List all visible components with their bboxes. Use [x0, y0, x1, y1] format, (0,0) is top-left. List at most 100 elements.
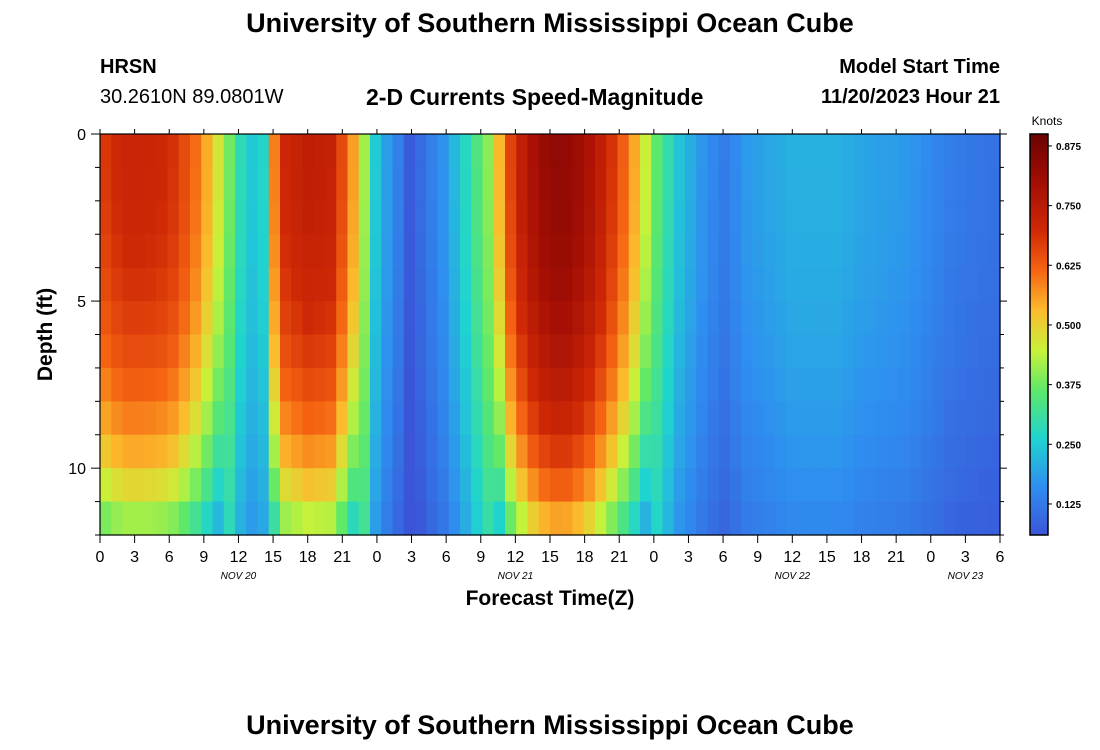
heatmap-cell	[257, 200, 270, 235]
heatmap-cell	[808, 301, 821, 336]
heatmap-cell	[572, 334, 585, 369]
heatmap-cell	[122, 367, 135, 402]
heatmap-cell	[752, 501, 765, 536]
heatmap-cell	[583, 167, 596, 202]
heatmap-cell	[696, 234, 709, 269]
heatmap-cell	[853, 267, 866, 302]
heatmap-cell	[876, 167, 889, 202]
heatmap-cell	[898, 468, 911, 503]
heatmap-cell	[235, 501, 247, 536]
heatmap-cell	[482, 200, 495, 235]
heatmap-cell	[336, 434, 349, 469]
heatmap-cell	[516, 468, 529, 503]
heatmap-cell	[640, 468, 652, 503]
heatmap-cell	[482, 468, 495, 503]
heatmap-cell	[673, 468, 686, 503]
heatmap-cell	[201, 134, 214, 169]
heatmap-cell	[876, 501, 889, 536]
heatmap-cell	[403, 200, 416, 235]
heatmap-cell	[910, 434, 922, 469]
heatmap-cell	[561, 167, 574, 202]
heatmap-cell	[133, 267, 146, 302]
heatmap-cell	[595, 301, 607, 336]
heatmap-cell	[898, 501, 911, 536]
heatmap-cell	[583, 401, 596, 436]
heatmap-cell	[426, 301, 439, 336]
heatmap-cell	[493, 267, 506, 302]
heatmap-cell	[932, 434, 945, 469]
heatmap-cell	[156, 468, 169, 503]
heatmap-cell	[640, 167, 652, 202]
heatmap-cell	[516, 234, 529, 269]
heatmap-cell	[505, 434, 517, 469]
heatmap-cell	[662, 267, 675, 302]
heatmap-cell	[415, 301, 427, 336]
day-label: NOV 22	[775, 571, 811, 582]
heatmap-cell	[640, 267, 652, 302]
heatmap-cell	[876, 234, 889, 269]
heatmap-cell	[493, 234, 506, 269]
heatmap-cell	[167, 367, 180, 402]
heatmap-cell	[887, 367, 900, 402]
heatmap-cell	[617, 501, 630, 536]
heatmap-cell	[505, 334, 517, 369]
heatmap-cell	[223, 200, 236, 235]
heatmap-cell	[595, 200, 607, 235]
heatmap-cell	[595, 267, 607, 302]
heatmap-cell	[527, 367, 540, 402]
heatmap-cell	[595, 468, 607, 503]
heatmap-cell	[707, 401, 720, 436]
heatmap-cell	[223, 134, 236, 169]
heatmap-cell	[550, 234, 562, 269]
heatmap-cell	[763, 200, 776, 235]
heatmap-cell	[313, 434, 326, 469]
heatmap-cell	[932, 167, 945, 202]
heatmap-cell	[752, 334, 765, 369]
heatmap-cell	[167, 234, 180, 269]
heatmap-cell	[865, 434, 877, 469]
heatmap-cell	[550, 267, 562, 302]
heatmap-cell	[100, 200, 112, 235]
heatmap-cell	[313, 267, 326, 302]
heatmap-cell	[212, 167, 225, 202]
heatmap-cell	[212, 501, 225, 536]
heatmap-cell	[831, 468, 844, 503]
heatmap-cell	[268, 134, 281, 169]
heatmap-cell	[145, 468, 157, 503]
heatmap-cell	[336, 167, 349, 202]
heatmap-cell	[752, 367, 765, 402]
heatmap-cell	[606, 401, 619, 436]
heatmap-cell	[651, 134, 664, 169]
heatmap-cell	[955, 367, 967, 402]
heatmap-cell	[190, 401, 202, 436]
heatmap-cell	[628, 501, 641, 536]
heatmap-cell	[370, 501, 382, 536]
heatmap-cell	[898, 200, 911, 235]
heatmap-cell	[988, 401, 1001, 436]
heatmap-cell	[460, 401, 472, 436]
heatmap-cell	[752, 434, 765, 469]
heatmap-cell	[516, 200, 529, 235]
heatmap-cell	[853, 367, 866, 402]
heatmap-cell	[550, 334, 562, 369]
heatmap-cell	[606, 301, 619, 336]
heatmap-cell	[718, 267, 731, 302]
heatmap-cell	[246, 401, 259, 436]
heatmap-cell	[606, 501, 619, 536]
heatmap-cell	[403, 401, 416, 436]
heatmap-cell	[966, 401, 979, 436]
heatmap-cell	[696, 167, 709, 202]
heatmap-cell	[966, 234, 979, 269]
heatmap-cell	[133, 434, 146, 469]
heatmap-cell	[955, 434, 967, 469]
heatmap-cell	[808, 367, 821, 402]
heatmap-cell	[325, 401, 337, 436]
heatmap-cell	[651, 501, 664, 536]
heatmap-cell	[370, 468, 382, 503]
heatmap-cell	[347, 334, 360, 369]
heatmap-cell	[842, 401, 855, 436]
heatmap-cell	[943, 367, 956, 402]
heatmap-cell	[201, 434, 214, 469]
heatmap-cell	[325, 434, 337, 469]
heatmap-cell	[370, 267, 382, 302]
